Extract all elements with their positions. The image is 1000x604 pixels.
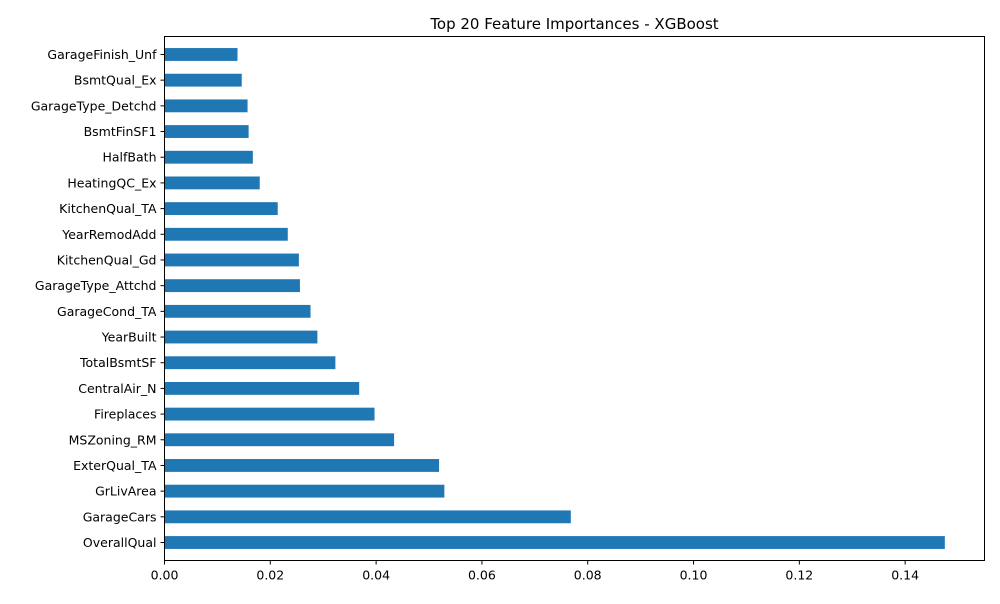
x-tick-label: 0.06 [468,568,496,583]
bar-GarageCars [164,510,571,524]
bar-HalfBath [164,150,253,164]
y-tick-label: BsmtFinSF1 [84,124,157,139]
bar-GarageFinish_Unf [164,48,238,61]
y-tick-label: YearBuilt [101,330,157,345]
bar-BsmtFinSF1 [164,125,249,138]
y-tick-label: ExterQual_TA [73,458,157,473]
y-tick-label: HalfBath [103,150,157,165]
bar-HeatingQC_Ex [164,176,260,190]
bar-KitchenQual_TA [164,202,278,216]
bar-GrLivArea [164,484,445,498]
y-tick-label: OverallQual [83,535,157,550]
y-tick-label: MSZoning_RM [69,432,157,447]
bar-YearRemodAdd [164,227,288,241]
x-tick-label: 0.08 [574,568,602,583]
y-tick-label: KitchenQual_Gd [57,252,157,267]
y-tick-label: GarageCond_TA [57,304,157,319]
x-tick-label: 0.02 [256,568,284,583]
y-tick-label: TotalBsmtSF [79,355,156,370]
y-tick-label: HeatingQC_Ex [67,175,156,190]
x-tick-label: 0.12 [785,568,813,583]
x-tick-label: 0.04 [362,568,390,583]
bar-OverallQual [164,536,945,549]
y-tick-label: GarageType_Detchd [31,98,157,113]
bar-TotalBsmtSF [164,356,336,370]
bar-ExterQual_TA [164,459,440,472]
y-tick-label: KitchenQual_TA [59,201,157,216]
y-tick-label: Fireplaces [94,407,156,422]
bar-BsmtQual_Ex [164,73,242,87]
y-tick-label: CentralAir_N [78,381,156,396]
x-tick-label: 0.00 [151,568,179,583]
x-tick-label: 0.10 [680,568,708,583]
bar-YearBuilt [164,330,318,344]
bar-GarageType_Attchd [164,279,300,293]
y-tick-label: GrLivArea [95,484,156,499]
bar-KitchenQual_Gd [164,253,299,267]
bar-Fireplaces [164,407,375,421]
bar-CentralAir_N [164,381,360,395]
bar-GarageType_Detchd [164,99,248,113]
x-tick-label: 0.14 [891,568,919,583]
bar-GarageCond_TA [164,304,311,318]
y-tick-label: GarageFinish_Unf [47,47,157,62]
y-tick-label: YearRemodAdd [61,227,156,242]
plot-frame [164,36,985,561]
y-axis-ticks: OverallQual GarageCars GrLivArea ExterQual_… [31,47,165,550]
y-tick-label: GarageType_Attchd [35,278,157,293]
y-tick-label: GarageCars [83,509,157,524]
bars-layer [164,48,945,549]
chart-title: Top 20 Feature Importances - XGBoost [429,15,718,33]
x-axis-ticks: 0.00 0.02 0.04 0.06 0.08 0.10 0.12 0.14 [151,560,919,583]
y-tick-label: BsmtQual_Ex [74,73,157,88]
bar-MSZoning_RM [164,433,395,447]
